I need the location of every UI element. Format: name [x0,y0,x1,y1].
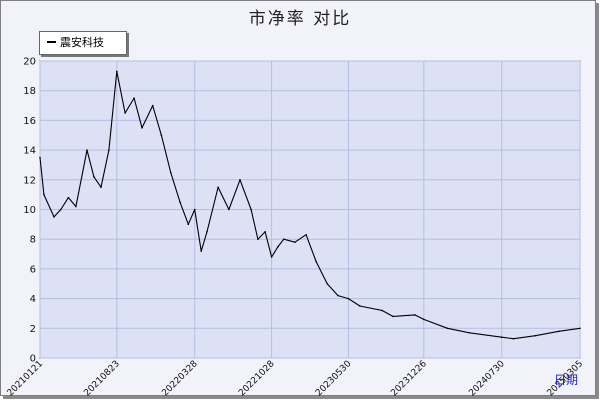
data-point [53,216,55,218]
y-tick-label: 4 [30,294,36,305]
y-tick-label: 10 [23,205,36,216]
legend: 震安科技 [39,31,127,55]
data-point [250,208,252,211]
data-point [124,112,126,114]
y-tick-label: 16 [23,116,36,127]
data-point [257,238,259,240]
data-point [228,208,230,211]
legend-swatch [47,41,56,43]
data-point [305,233,307,236]
data-point [347,297,350,300]
x-tick-label: 20220328 [160,359,200,399]
chart-title: 市净率 对比 [248,9,352,29]
data-point [200,250,203,252]
data-point [160,134,163,137]
x-tick-label: 20240730 [467,359,507,399]
y-tick-label: 2 [30,324,36,335]
x-axis-label: 日期 [554,373,579,387]
data-point [423,318,425,321]
data-point [534,334,537,337]
x-axis: 20210121 20210823 20220328 20221028 20230530… [6,359,585,399]
data-point [193,208,196,211]
data-point [579,327,581,330]
data-point [326,282,329,285]
data-point [141,127,143,129]
data-point [468,331,471,334]
data-point [558,330,560,333]
data-point [133,97,135,99]
y-tick-label: 14 [23,146,36,157]
y-tick-label: 20 [23,57,36,68]
y-tick-label: 12 [23,175,36,186]
x-tick-label: 20210121 [6,359,45,398]
data-point [43,193,45,196]
data-point [39,156,41,159]
data-point [239,179,241,181]
data-point [187,223,190,226]
data-point [151,104,154,107]
data-point [315,260,317,263]
x-tick-label: 20230530 [314,359,354,399]
data-point [294,241,296,243]
y-tick-label: 6 [30,264,36,275]
y-tick-label: 8 [30,235,36,246]
data-point [264,230,266,233]
data-point [67,196,70,199]
data-point [169,171,172,174]
data-point [60,208,62,211]
data-point [179,201,181,203]
grid [39,60,581,359]
y-tick-label: 18 [23,86,36,97]
data-point [86,149,88,151]
data-point [270,256,273,258]
data-point [116,70,118,73]
data-point [100,186,102,189]
data-point [206,230,208,233]
x-tick-label: 20231226 [389,359,429,399]
data-point [381,309,383,312]
series-group [39,70,581,340]
y-tick-label: 0 [30,354,36,365]
data-point [512,337,515,340]
data-point [392,315,394,318]
data-point [337,294,339,297]
y-axis: 0 2 4 6 8 10 12 14 16 18 20 [23,57,36,365]
data-point [500,336,503,339]
data-point [414,314,416,316]
data-point [359,305,361,307]
legend-label: 震安科技 [60,36,104,49]
data-point [446,327,449,330]
data-point [277,245,279,248]
x-tick-label: 20221028 [237,359,277,399]
data-point [93,176,95,178]
data-point [217,186,219,189]
data-point [282,238,285,240]
data-point [108,149,110,151]
x-tick-label: 20210823 [82,359,121,398]
data-point [75,205,77,208]
